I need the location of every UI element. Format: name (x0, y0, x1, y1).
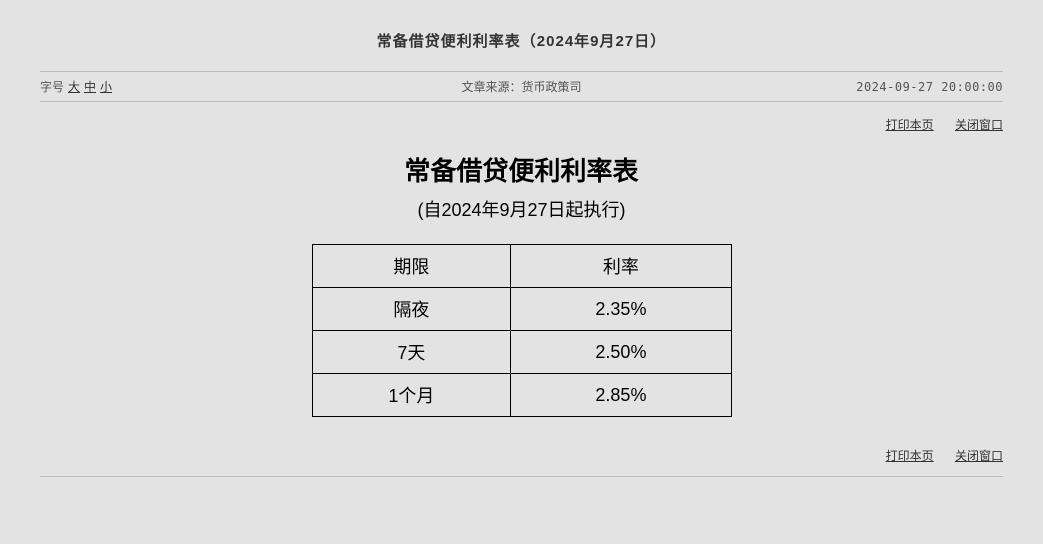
table-cell-term: 7天 (312, 331, 511, 374)
table-row: 1个月 2.85% (312, 374, 731, 417)
table-cell-term: 1个月 (312, 374, 511, 417)
print-link-bottom[interactable]: 打印本页 (886, 449, 934, 463)
fontsize-large-link[interactable]: 大 (68, 78, 80, 95)
publish-timestamp: 2024-09-27 20:00:00 (856, 80, 1003, 94)
bottom-divider (40, 476, 1003, 477)
content-title: 常备借贷便利利率表 (40, 151, 1003, 188)
close-link-top[interactable]: 关闭窗口 (955, 118, 1003, 132)
source-label: 文章来源： (461, 80, 521, 94)
page-title: 常备借贷便利利率表（2024年9月27日） (40, 20, 1003, 71)
top-action-bar: 打印本页 关闭窗口 (40, 102, 1003, 147)
content-subtitle: (自2024年9月27日起执行) (40, 196, 1003, 222)
rate-table: 期限 利率 隔夜 2.35% 7天 2.50% 1个月 2.85% (312, 244, 732, 417)
table-header-row: 期限 利率 (312, 245, 731, 288)
print-link-top[interactable]: 打印本页 (886, 118, 934, 132)
table-row: 7天 2.50% (312, 331, 731, 374)
fontsize-medium-link[interactable]: 中 (84, 78, 96, 95)
fontsize-controls: 字号 大 中 小 (40, 78, 112, 95)
table-cell-rate: 2.50% (511, 331, 731, 374)
source-value: 货币政策司 (522, 80, 582, 94)
fontsize-label: 字号 (40, 78, 64, 95)
table-header-rate: 利率 (511, 245, 731, 288)
table-cell-rate: 2.35% (511, 288, 731, 331)
table-cell-rate: 2.85% (511, 374, 731, 417)
table-row: 隔夜 2.35% (312, 288, 731, 331)
fontsize-small-link[interactable]: 小 (100, 78, 112, 95)
close-link-bottom[interactable]: 关闭窗口 (955, 449, 1003, 463)
table-cell-term: 隔夜 (312, 288, 511, 331)
page-container: 常备借贷便利利率表（2024年9月27日） 字号 大 中 小 文章来源：货币政策… (0, 0, 1043, 544)
meta-bar: 字号 大 中 小 文章来源：货币政策司 2024-09-27 20:00:00 (40, 71, 1003, 102)
table-header-term: 期限 (312, 245, 511, 288)
bottom-action-bar: 打印本页 关闭窗口 (40, 417, 1003, 474)
article-source: 文章来源：货币政策司 (461, 78, 581, 95)
